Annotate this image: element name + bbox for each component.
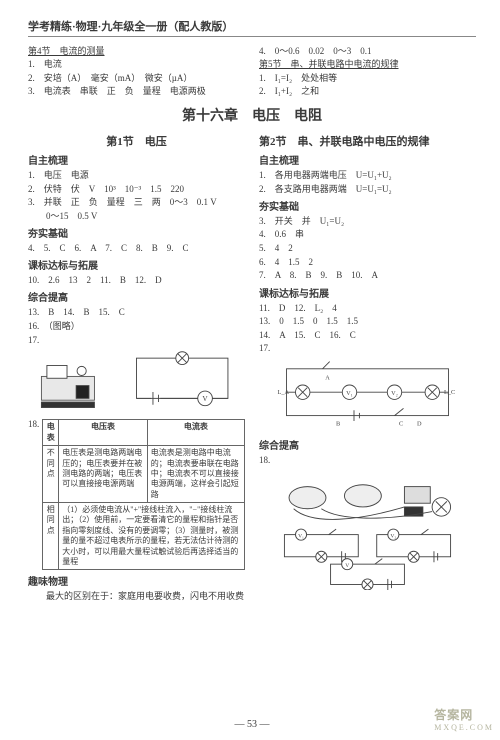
subhead: 自主梳理 <box>259 152 476 167</box>
answer-line: 4. 0.6 串 <box>259 228 476 240</box>
subhead: 趣味物理 <box>28 573 245 588</box>
book-title: 学考精练·物理·九年级全一册（配人教版） <box>28 18 476 34</box>
answer-line: 1. 电压 电源 <box>28 169 245 181</box>
circuit-diagram-17-left: V <box>28 349 245 413</box>
answer-line: 6. 4 1.5 2 <box>259 256 476 268</box>
row-head: 不同点 <box>43 446 59 503</box>
svg-text:V₂: V₂ <box>391 390 398 397</box>
answer-line: 0～15 0.5 V <box>28 210 245 222</box>
svg-text:V: V <box>202 394 208 403</box>
circuit-diagram-18-right: V₁ V₂ V <box>259 470 476 590</box>
circuit-diagram-17-right: A L_A V₁ V₂ L_C B <box>259 358 476 430</box>
answer-line: 2. 各支路用电器两端 U=U₁=U₂ <box>259 183 476 195</box>
chapter-title: 第十六章 电压 电阻 <box>28 105 476 125</box>
subhead: 课标达标与拓展 <box>28 257 245 272</box>
table-cell: 电流表是测电路中电流的；电流表要串联在电路中；电流表不可以直接接电源两端，这样会… <box>147 446 244 503</box>
answer-line: 1. 各用电器两端电压 U=U₁+U₂ <box>259 169 476 181</box>
section-title: 第5节 串、并联电路中电流的规律 <box>259 58 476 70</box>
svg-text:V₂: V₂ <box>390 533 396 539</box>
subhead: 综合提高 <box>259 437 476 452</box>
table-cell: 电压表是测电路两端电压的；电压表要并在被测电路的两端；电压表可以直接接电源两端 <box>59 446 148 503</box>
answer-line: 18. <box>259 454 476 466</box>
answer-line: 17. <box>28 334 245 346</box>
page-number: — 53 — <box>28 715 476 730</box>
title-divider <box>28 36 476 37</box>
svg-text:V₁: V₁ <box>298 533 304 539</box>
subhead: 夯实基础 <box>259 198 476 213</box>
main-columns: 第1节 电压 自主梳理 1. 电压 电源 2. 伏特 伏 V 10³ 10⁻³ … <box>28 129 476 604</box>
table-head: 电压表 <box>59 420 148 446</box>
answer-line: 2. 伏特 伏 V 10³ 10⁻³ 1.5 220 <box>28 183 245 195</box>
table-head: 电表 <box>43 420 59 446</box>
right-column: 第2节 串、并联电路中电压的规律 自主梳理 1. 各用电器两端电压 U=U₁+U… <box>259 129 476 604</box>
answer-line: 最大的区别在于：家庭用电要收费，闪电不用收费 <box>28 590 245 602</box>
answer-line: 3. 电流表 串联 正 负 量程 电源两极 <box>28 85 245 97</box>
answer-line: 14. A 15. C 16. C <box>259 329 476 341</box>
answer-line: 3. 并联 正 负 量程 三 两 0～3 0.1 V <box>28 196 245 208</box>
svg-text:V₁: V₁ <box>346 390 353 397</box>
subhead: 夯实基础 <box>28 225 245 240</box>
top-strip: 第4节 电流的测量 1. 电流 2. 安培（A） 毫安（mA） 微安（µA） 3… <box>28 43 476 99</box>
answer-line: 3. 开关 并 U₁=U₂ <box>259 215 476 227</box>
answer-line: 13. B 14. B 15. C <box>28 306 245 318</box>
answer-line: 7. A 8. B 9. B 10. A <box>259 269 476 281</box>
answer-line: 17. <box>259 342 476 354</box>
watermark: 答案网 MXQE.COM <box>434 706 494 732</box>
table-cell: （1）必须使电流从"+"接线柱流入，"−"接线柱流出；（2）使用前，一定要看清它… <box>59 503 245 570</box>
answer-line: 4. 0～0.6 0.02 0～3 0.1 <box>259 45 476 57</box>
watermark-text: 答案网 <box>434 708 473 722</box>
table-row: 电表 电压表 电流表 <box>43 420 245 446</box>
answer-line: 16. （图略） <box>28 320 245 332</box>
svg-text:V: V <box>345 563 349 569</box>
watermark-sub: MXQE.COM <box>434 723 494 732</box>
svg-text:C: C <box>399 421 403 428</box>
answer-line: 1. I₁=I₂ 处处相等 <box>259 72 476 84</box>
answer-line: 11. D 12. L₂ 4 <box>259 302 476 314</box>
comparison-table: 电表 电压表 电流表 不同点 电压表是测电路两端电压的；电压表要并在被测电路的两… <box>42 419 245 570</box>
answer-line: 2. 安培（A） 毫安（mA） 微安（µA） <box>28 72 245 84</box>
subhead: 自主梳理 <box>28 152 245 167</box>
table-row: 不同点 电压表是测电路两端电压的；电压表要并在被测电路的两端；电压表可以直接接电… <box>43 446 245 503</box>
svg-text:B: B <box>336 421 340 428</box>
top-left: 第4节 电流的测量 1. 电流 2. 安培（A） 毫安（mA） 微安（µA） 3… <box>28 43 245 99</box>
table-row: 相同点 （1）必须使电流从"+"接线柱流入，"−"接线柱流出；（2）使用前，一定… <box>43 503 245 570</box>
svg-text:D: D <box>417 421 422 428</box>
answer-line: 4. 5. C 6. A 7. C 8. B 9. C <box>28 242 245 254</box>
answer-line: 2. I₁+I₂ 之和 <box>259 85 476 97</box>
left-column: 第1节 电压 自主梳理 1. 电压 电源 2. 伏特 伏 V 10³ 10⁻³ … <box>28 129 245 604</box>
answer-line: 13. 0 1.5 0 1.5 1.5 <box>259 315 476 327</box>
answer-line: 1. 电流 <box>28 58 245 70</box>
page: 学考精练·物理·九年级全一册（配人教版） 第4节 电流的测量 1. 电流 2. … <box>0 0 500 740</box>
section-title: 第4节 电流的测量 <box>28 45 245 57</box>
svg-text:A: A <box>325 375 330 382</box>
section-title: 第2节 串、并联电路中电压的规律 <box>259 133 476 149</box>
table-18-label: 18. <box>28 419 39 570</box>
subhead: 综合提高 <box>28 289 245 304</box>
section-title: 第1节 电压 <box>28 133 245 149</box>
table-head: 电流表 <box>147 420 244 446</box>
row-head: 相同点 <box>43 503 59 570</box>
answer-line: 5. 4 2 <box>259 242 476 254</box>
answer-line: 10. 2.6 13 2 11. B 12. D <box>28 274 245 286</box>
subhead: 课标达标与拓展 <box>259 285 476 300</box>
top-right: 4. 0～0.6 0.02 0～3 0.1 第5节 串、并联电路中电流的规律 1… <box>259 43 476 99</box>
